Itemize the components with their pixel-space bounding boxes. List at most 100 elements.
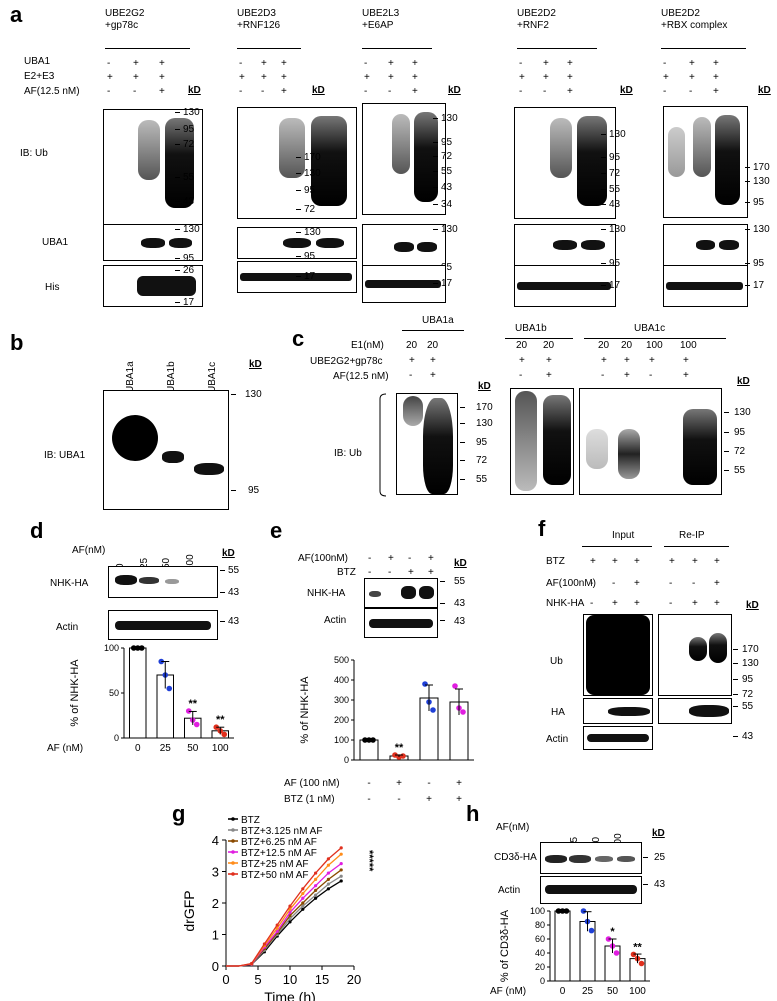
g-point-3-5 xyxy=(288,910,292,915)
sign-a-1-r1-l0: + xyxy=(239,72,245,83)
c-ube-4: + xyxy=(601,355,607,366)
sign-a-0-r0-l2: + xyxy=(159,58,165,69)
c-e1-0: 20 xyxy=(406,340,418,351)
g-point-4-7 xyxy=(314,877,318,881)
sign-a-3-r1-l0: + xyxy=(519,72,525,83)
chart-d: 0 50 100 0 25 ** 50 ** 100 % of NHK-HA AF (nM) xyxy=(47,643,234,754)
blot-label-actin-e: Actin xyxy=(324,615,347,626)
blot-a-4-ub xyxy=(663,106,748,218)
marker-a-1-uba1-130: 130 xyxy=(304,227,321,238)
g-legend-label-1: BTZ+3.125 nM AF xyxy=(241,826,322,837)
marker-a-0-his-26: 26 xyxy=(183,265,195,276)
g-series-line-5 xyxy=(226,847,342,967)
sig-2: * xyxy=(610,926,615,938)
f-af-3: - xyxy=(669,578,673,589)
g-legend-label-2: BTZ+6.25 nM AF xyxy=(241,837,317,848)
panel-label-c: c xyxy=(292,326,305,351)
marker-a-3-ub-95: 95 xyxy=(609,152,621,163)
g-point-3-6 xyxy=(301,896,305,900)
subpanel-a-4-title1: UBE2D2 xyxy=(661,8,700,19)
marker-d-55: 55 xyxy=(228,565,240,576)
xtick-label-2: 50 xyxy=(607,986,619,997)
e-xaf-3: + xyxy=(456,778,462,789)
point-0-1 xyxy=(366,737,372,743)
marker-a-2-his-17: 17 xyxy=(441,278,453,289)
sign-a-2-r0-l0: - xyxy=(364,58,368,69)
sign-a-4-r0-l2: + xyxy=(713,58,719,69)
sign-a-3-r0-l2: + xyxy=(567,58,573,69)
blot-a-3-uba1 xyxy=(514,224,616,266)
lane-label-uba1a: UBA1a xyxy=(125,361,136,393)
point-2-2 xyxy=(193,721,200,728)
sign-a-1-r0-l2: + xyxy=(281,58,287,69)
group-label-uba1a: UBA1a xyxy=(422,315,454,326)
g-point-0-6 xyxy=(301,907,305,911)
sign-a-3-r0-l1: + xyxy=(543,58,549,69)
g-point-1-8 xyxy=(326,882,330,886)
blot-label-ib-ub: IB: Ub xyxy=(20,148,48,159)
point-0-1 xyxy=(134,645,141,651)
g-point-2-5 xyxy=(288,914,292,918)
f-nhk-5: + xyxy=(714,598,720,609)
bar-0 xyxy=(129,647,147,739)
c-ube-5: + xyxy=(624,355,630,366)
sign-a-0-r1-l2: + xyxy=(159,72,165,83)
marker-a-0-ub-130: 130 xyxy=(183,107,200,118)
sign-a-0-r0-l0: - xyxy=(107,58,111,69)
ytick-label-100: 100 xyxy=(334,735,349,745)
sign-a-0-r2-l1: - xyxy=(133,86,137,97)
point-3-0 xyxy=(452,683,458,689)
point-0-0 xyxy=(362,737,368,743)
g-point-0-8 xyxy=(326,887,330,891)
blot-label-nhk-ha-d: NHK-HA xyxy=(50,578,89,589)
g-xtick-label-5: 5 xyxy=(254,972,261,987)
kd-label-f: kD xyxy=(746,600,759,611)
blot-a-2-uba1 xyxy=(362,224,446,270)
point-1-0 xyxy=(158,658,165,665)
blot-a-1-ub xyxy=(237,107,357,219)
marker-a-3-his-17: 17 xyxy=(609,280,621,291)
point-2-0 xyxy=(422,681,428,687)
g-point-4-6 xyxy=(301,891,305,896)
g-ytick-label-1: 1 xyxy=(212,928,219,943)
e-btz-1: - xyxy=(388,567,392,578)
marker-c-left-95: 95 xyxy=(476,437,488,448)
ytick-label-80: 80 xyxy=(535,920,545,930)
kd-label-a-0: kD xyxy=(188,85,201,96)
c-e1-4: 20 xyxy=(598,340,610,351)
f-btz-4: + xyxy=(692,556,698,567)
g-legend-marker-0 xyxy=(231,817,235,821)
g-ylabel: drGFP xyxy=(181,890,197,931)
g-legend-marker-2 xyxy=(231,839,235,843)
marker-f-95: 95 xyxy=(742,674,754,685)
marker-e-43a: 43 xyxy=(454,598,466,609)
blot-f-reip-ub xyxy=(658,614,732,696)
blot-f-input-ub xyxy=(583,614,653,696)
f-nhk-2: + xyxy=(634,598,640,609)
blot-a-1-uba1 xyxy=(237,227,357,259)
blot-label-ha-f: HA xyxy=(551,707,565,718)
xlabel: AF (nM) xyxy=(490,986,526,997)
e-af-1: + xyxy=(388,553,394,564)
sig-3: ** xyxy=(633,941,642,953)
kd-label-b: kD xyxy=(249,359,262,370)
point-0-2 xyxy=(370,737,376,743)
sign-a-3-r2-l1: - xyxy=(543,86,547,97)
sign-a-0-r1-l0: + xyxy=(107,72,113,83)
panel-label-d: d xyxy=(30,518,44,543)
e-btz-0: - xyxy=(368,567,372,578)
point-0-0 xyxy=(555,908,562,914)
g-point-4-5 xyxy=(288,907,292,911)
g-point-2-7 xyxy=(314,888,318,892)
e-xaf-0: - xyxy=(367,778,370,789)
kd-label-d: kD xyxy=(222,548,235,559)
subpanel-a-0-title1: UBE2G2 xyxy=(105,8,145,19)
blot-c-uba1a xyxy=(396,393,458,495)
subpanel-a-1-title1: UBE2D3 xyxy=(237,8,276,19)
ytick-label-100: 100 xyxy=(530,906,545,916)
sign-a-2-r2-l1: - xyxy=(388,86,392,97)
g-point-5-5 xyxy=(288,904,292,908)
g-legend-marker-1 xyxy=(231,828,235,832)
f-af-4: - xyxy=(692,578,696,589)
